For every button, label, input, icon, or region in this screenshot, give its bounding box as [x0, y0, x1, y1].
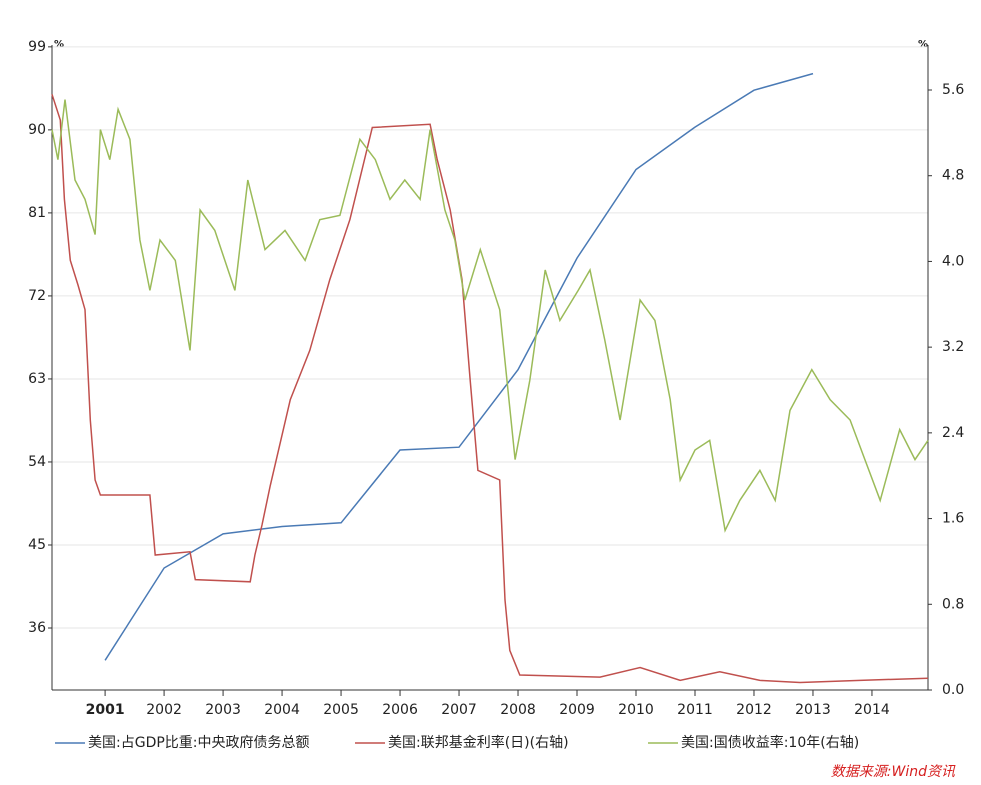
- legend-label: 美国:占GDP比重:中央政府债务总额: [88, 735, 310, 751]
- y2-tick-label: 0.8: [942, 596, 964, 612]
- y-tick-label: 36: [28, 620, 46, 636]
- y2-tick-label: 0.0: [942, 682, 964, 698]
- series-line: [104, 72, 814, 661]
- y-tick-label: 63: [28, 371, 46, 387]
- y-tick-label: 72: [28, 288, 46, 304]
- y2-tick-label: 4.0: [942, 253, 964, 269]
- x-tick-label: 2010: [618, 702, 654, 718]
- x-tick-label: 2007: [441, 702, 477, 718]
- x-tick-label: 2001: [86, 702, 125, 718]
- x-tick-label: 2002: [146, 702, 182, 718]
- y2-tick-label: 1.6: [942, 511, 964, 527]
- x-tick-label: 2003: [205, 702, 241, 718]
- x-tick-label: 2004: [264, 702, 300, 718]
- x-tick-label: 2008: [500, 702, 536, 718]
- x-tick-label: 2009: [559, 702, 595, 718]
- x-tick-label: 2012: [736, 702, 772, 718]
- legend-label: 美国:联邦基金利率(日)(右轴): [388, 734, 569, 751]
- x-tick-label: 2013: [795, 702, 831, 718]
- source: 数据来源:Wind资讯: [831, 764, 956, 780]
- series-line: [51, 99, 929, 533]
- x-tick-label: 2014: [854, 702, 890, 718]
- y2-tick-label: 4.8: [942, 168, 964, 184]
- y2-tick-label: 5.6: [942, 82, 964, 98]
- x-tick-label: 2011: [677, 702, 713, 718]
- y-tick-label: 90: [28, 122, 46, 138]
- series-line: [51, 94, 929, 684]
- y2-unit: %: [918, 39, 928, 50]
- y2-tick-label: 3.2: [942, 339, 964, 355]
- y-unit: %: [54, 39, 64, 50]
- x-tick-label: 2005: [323, 702, 359, 718]
- legend-label: 美国:国债收益率:10年(右轴): [681, 734, 859, 751]
- y-tick-label: 54: [28, 454, 46, 470]
- x-tick-label: 2006: [382, 702, 418, 718]
- y-tick-label: 81: [28, 205, 46, 221]
- y2-tick-label: 2.4: [942, 425, 964, 441]
- y-tick-label: 45: [28, 537, 46, 553]
- y-tick-label: 99: [28, 39, 46, 55]
